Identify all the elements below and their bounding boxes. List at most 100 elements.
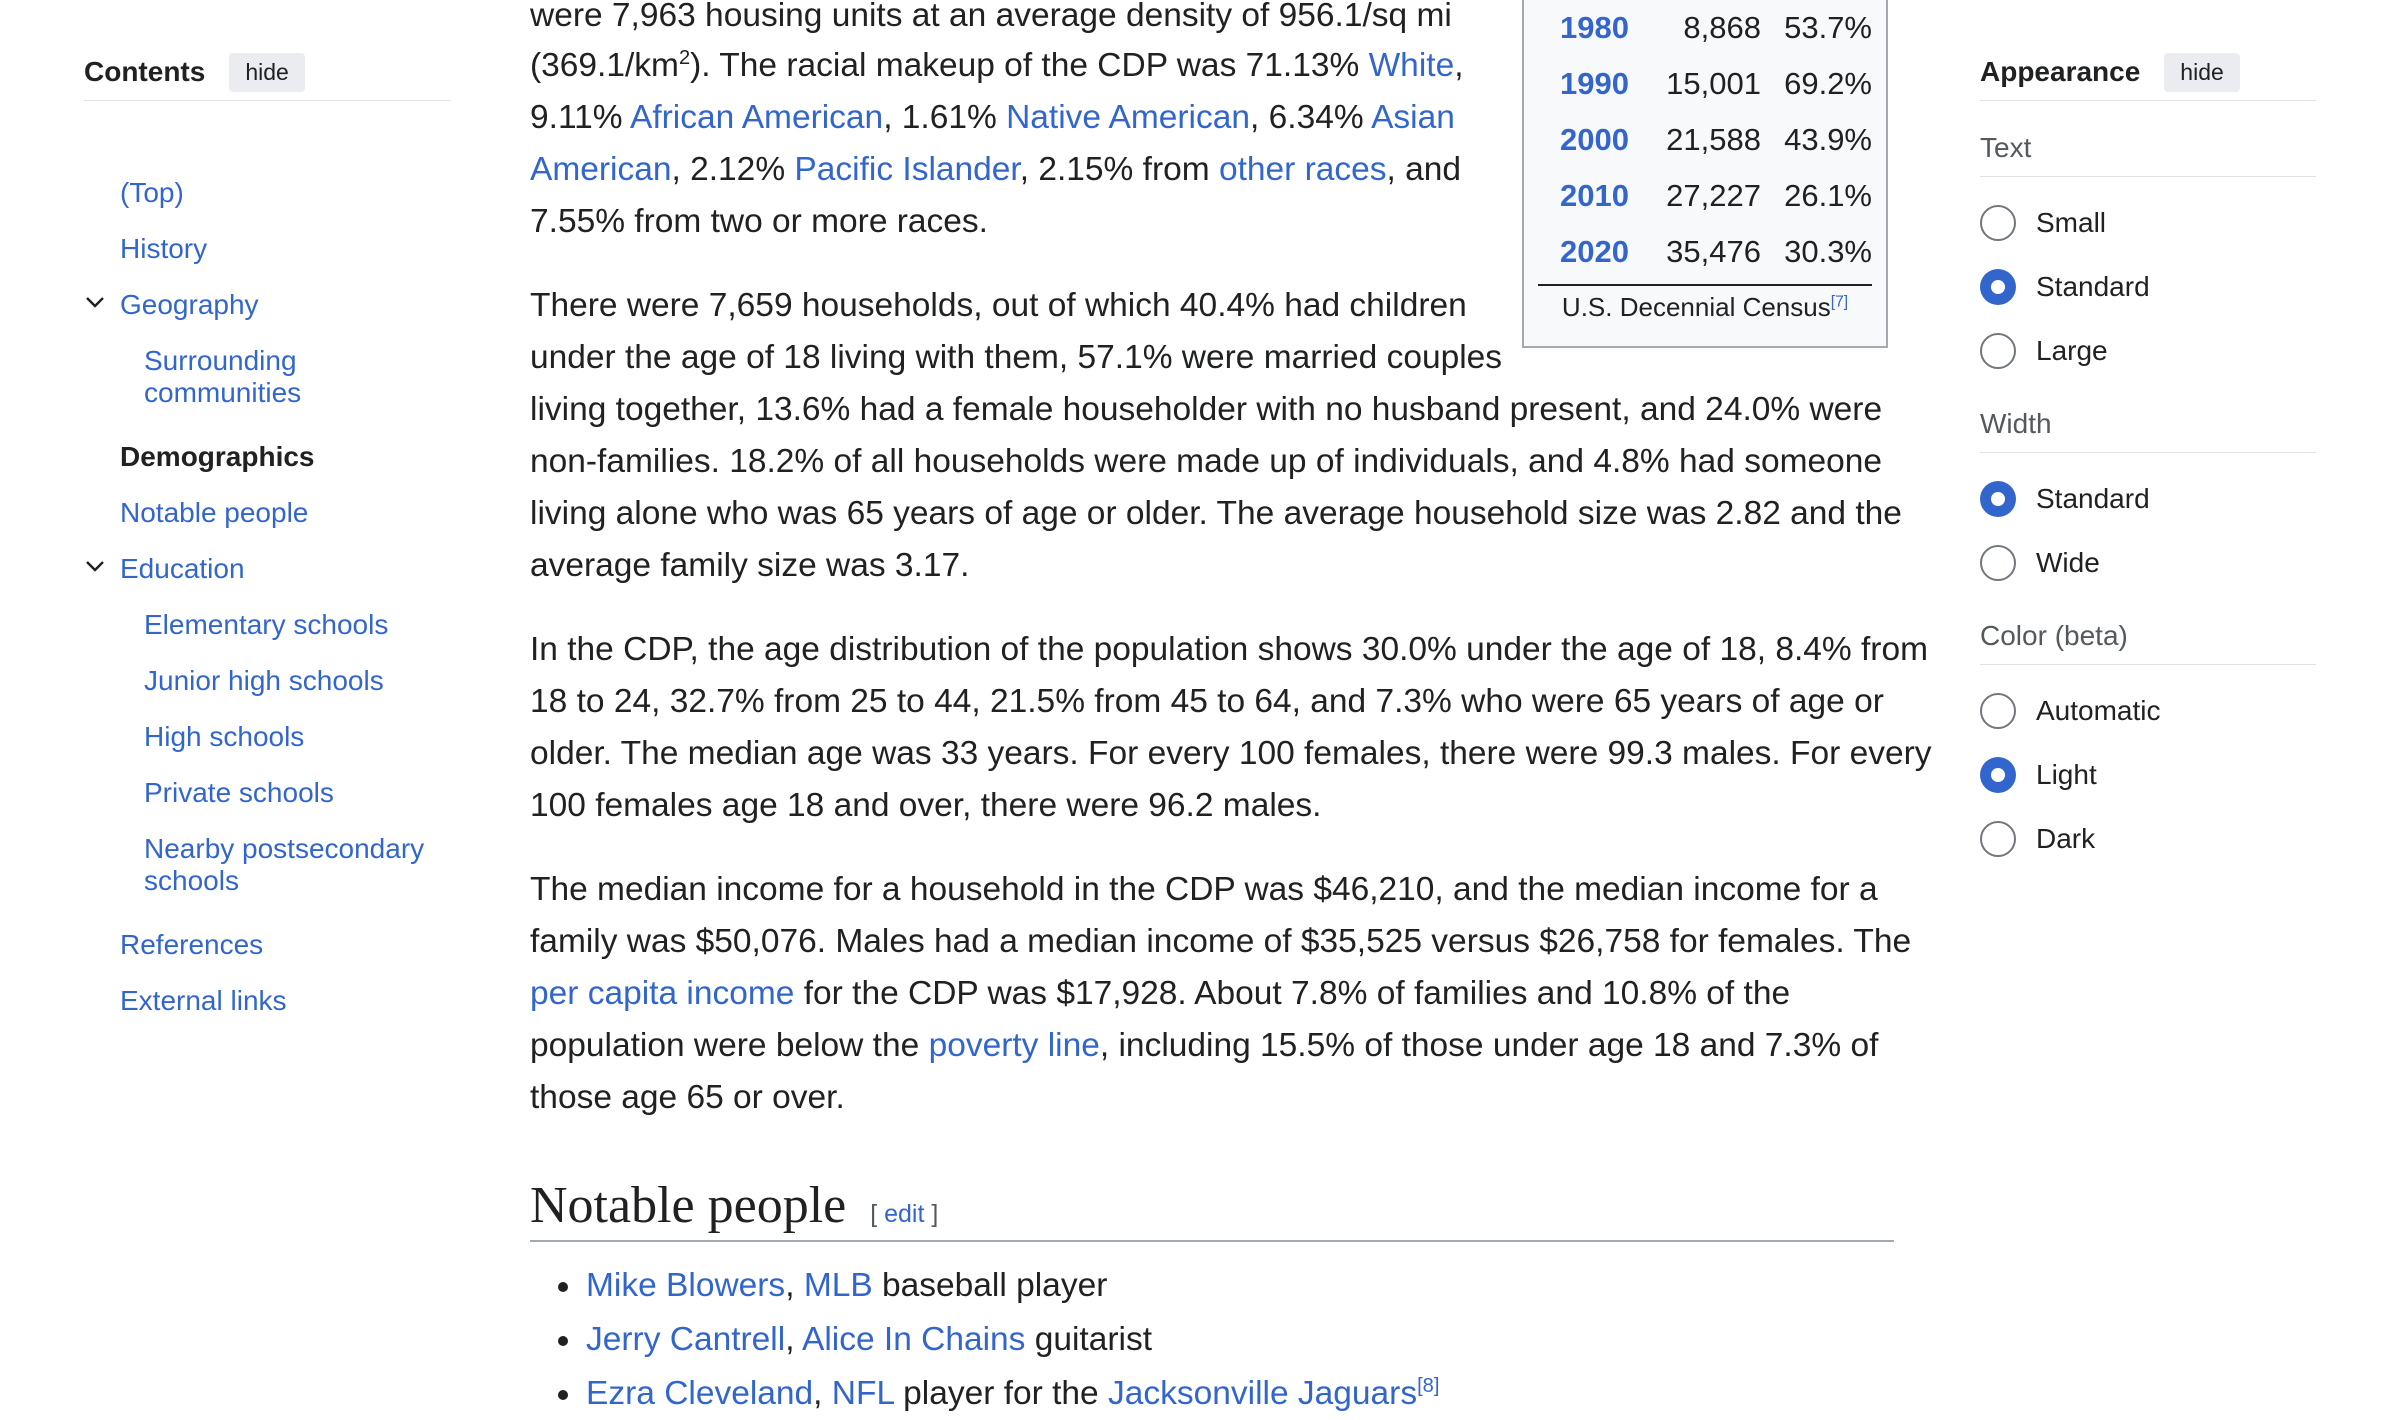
radio-label: Automatic: [2036, 695, 2161, 726]
radio-color-automatic[interactable]: Automatic: [1980, 690, 2161, 732]
radio-selected-icon[interactable]: [1980, 757, 2016, 793]
census-year-link[interactable]: 2020: [1560, 234, 1629, 269]
text-fragment: 9.11%: [530, 99, 630, 136]
census-population: 15,001: [1666, 66, 1761, 101]
text-fragment: , 2.12%: [671, 151, 795, 188]
link-african-american[interactable]: African American: [629, 99, 884, 136]
radio-color-light[interactable]: Light: [1980, 754, 2097, 796]
table-row: 2000 21,588 43.9%: [1524, 122, 1886, 177]
link-white[interactable]: White: [1368, 47, 1455, 84]
toc-item-history[interactable]: History: [120, 233, 208, 264]
text-fragment: ,: [785, 1267, 804, 1304]
link-native-american[interactable]: Native American: [1006, 99, 1251, 136]
appearance-hide-button[interactable]: hide: [2164, 52, 2240, 92]
text-line: In the CDP, the age distribution of the …: [530, 631, 1928, 668]
radio-label: Dark: [2036, 823, 2096, 854]
text-fragment: guitarist: [1025, 1321, 1153, 1358]
toc-title: Contents: [84, 56, 206, 87]
link-alice-in-chains[interactable]: Alice In Chains: [801, 1321, 1026, 1358]
census-year-link[interactable]: 2010: [1560, 178, 1629, 213]
link-poverty-line[interactable]: poverty line: [928, 1027, 1100, 1064]
text-fragment: for the CDP was $17,928. About 7.8% of f…: [794, 975, 1791, 1012]
census-year-link[interactable]: 1990: [1560, 66, 1629, 101]
toc-item-geography[interactable]: Geography: [120, 289, 259, 320]
toc-item-notable-people[interactable]: Notable people: [120, 497, 309, 528]
radio-icon[interactable]: [1980, 821, 2016, 857]
link-person[interactable]: Mike Blowers: [586, 1267, 786, 1304]
bullet-dot: [558, 1336, 568, 1346]
radio-color-dark[interactable]: Dark: [1980, 818, 2095, 860]
edit-link[interactable]: edit: [884, 1200, 925, 1228]
toc-item-elementary-schools[interactable]: Elementary schools: [144, 609, 389, 640]
radio-width-wide[interactable]: Wide: [1980, 542, 2100, 584]
text-fragment: , 6.34%: [1250, 99, 1372, 136]
superscript: 2: [678, 46, 691, 69]
text-fragment: (369.1/km: [530, 47, 679, 84]
table-row: 2010 27,227 26.1%: [1524, 178, 1886, 233]
text-line: (369.1/km2). The racial makeup of the CD…: [530, 46, 1464, 84]
radio-text-large[interactable]: Large: [1980, 330, 2108, 372]
radio-label: Small: [2036, 207, 2107, 238]
census-year-link[interactable]: 1980: [1560, 10, 1629, 45]
radio-label: Standard: [2036, 483, 2150, 514]
list-item-text: Jerry Cantrell, Alice In Chains guitaris…: [586, 1314, 1152, 1366]
link-per-capita-income[interactable]: per capita income: [530, 975, 795, 1012]
radio-icon[interactable]: [1980, 333, 2016, 369]
text-fragment: , including 15.5% of those under age 18 …: [1099, 1027, 1879, 1064]
toc-item-private-schools[interactable]: Private schools: [144, 777, 334, 808]
link-pacific-islander[interactable]: Pacific Islander: [794, 151, 1020, 188]
toc-item-high-schools[interactable]: High schools: [144, 721, 305, 752]
radio-label: Large: [2036, 335, 2108, 366]
reference-link[interactable]: [7]: [1830, 293, 1849, 311]
chevron-down-icon[interactable]: [84, 555, 106, 577]
radio-icon[interactable]: [1980, 205, 2016, 241]
radio-icon[interactable]: [1980, 693, 2016, 729]
toc-hide-button[interactable]: hide: [229, 52, 305, 92]
link-asian-american[interactable]: Asian: [1371, 99, 1455, 136]
link-person[interactable]: Ezra Cleveland: [586, 1375, 814, 1412]
link-jacksonville-jaguars[interactable]: Jacksonville Jaguars: [1107, 1375, 1418, 1412]
radio-text-small[interactable]: Small: [1980, 202, 2106, 244]
toc-item-nearby-postsecondary-schools[interactable]: Nearby postsecondary schools: [144, 833, 425, 896]
census-change: 30.3%: [1784, 234, 1872, 269]
chevron-down-icon[interactable]: [84, 291, 106, 313]
link-other-races[interactable]: other races: [1218, 151, 1387, 188]
toc-item-education[interactable]: Education: [120, 553, 245, 584]
link-nfl[interactable]: NFL: [831, 1375, 894, 1412]
radio-width-standard[interactable]: Standard: [1980, 478, 2150, 520]
toc-item-demographics[interactable]: Demographics: [120, 441, 315, 472]
list-item-text: Mike Blowers, MLB baseball player: [586, 1260, 1107, 1312]
text-fragment: , 2.15% from: [1019, 151, 1219, 188]
toc-item-top[interactable]: (Top): [120, 177, 184, 208]
radio-selected-icon[interactable]: [1980, 481, 2016, 517]
radio-icon[interactable]: [1980, 545, 2016, 581]
color-label: Color (beta): [1980, 620, 2316, 665]
toc-item-references[interactable]: References: [120, 929, 264, 960]
table-row: 1980 8,868 53.7%: [1524, 10, 1886, 65]
census-change: 43.9%: [1784, 122, 1872, 157]
reference-link[interactable]: [8]: [1417, 1374, 1440, 1397]
table-row: 1990 15,001 69.2%: [1524, 66, 1886, 121]
census-year-link[interactable]: 2000: [1560, 122, 1629, 157]
text-fragment: population were below the: [530, 1027, 929, 1064]
radio-label: Standard: [2036, 271, 2150, 302]
text-line: The median income for a household in the…: [530, 871, 1878, 908]
toc-item-junior-high-schools[interactable]: Junior high schools: [144, 665, 384, 696]
text-line: 100 females age 18 and over, there were …: [530, 787, 1322, 824]
text-fragment: , 1.61%: [883, 99, 1007, 136]
table-row: 2020 35,476 30.3%: [1524, 234, 1886, 289]
link-person[interactable]: Jerry Cantrell: [586, 1321, 786, 1358]
toc-item-surrounding-communities[interactable]: Surrounding communities: [144, 345, 302, 408]
toc-item-external-links[interactable]: External links: [120, 985, 287, 1016]
radio-text-standard[interactable]: Standard: [1980, 266, 2150, 308]
radio-selected-icon[interactable]: [1980, 269, 2016, 305]
radio-label: Light: [2036, 759, 2097, 790]
appearance-title: Appearance: [1980, 56, 2141, 87]
text-line: 7.55% from two or more races.: [530, 203, 988, 240]
table-of-contents: Contents hide (Top) History Geography Su…: [84, 48, 450, 1016]
section-heading-notable-people: Notable people [ edit ]: [530, 1172, 1894, 1242]
link-asian-american[interactable]: American: [530, 151, 672, 188]
link-mlb[interactable]: MLB: [803, 1267, 873, 1304]
appearance-header: Appearance hide: [1980, 48, 2316, 101]
text-line: American, 2.12% Pacific Islander, 2.15% …: [530, 144, 1461, 196]
